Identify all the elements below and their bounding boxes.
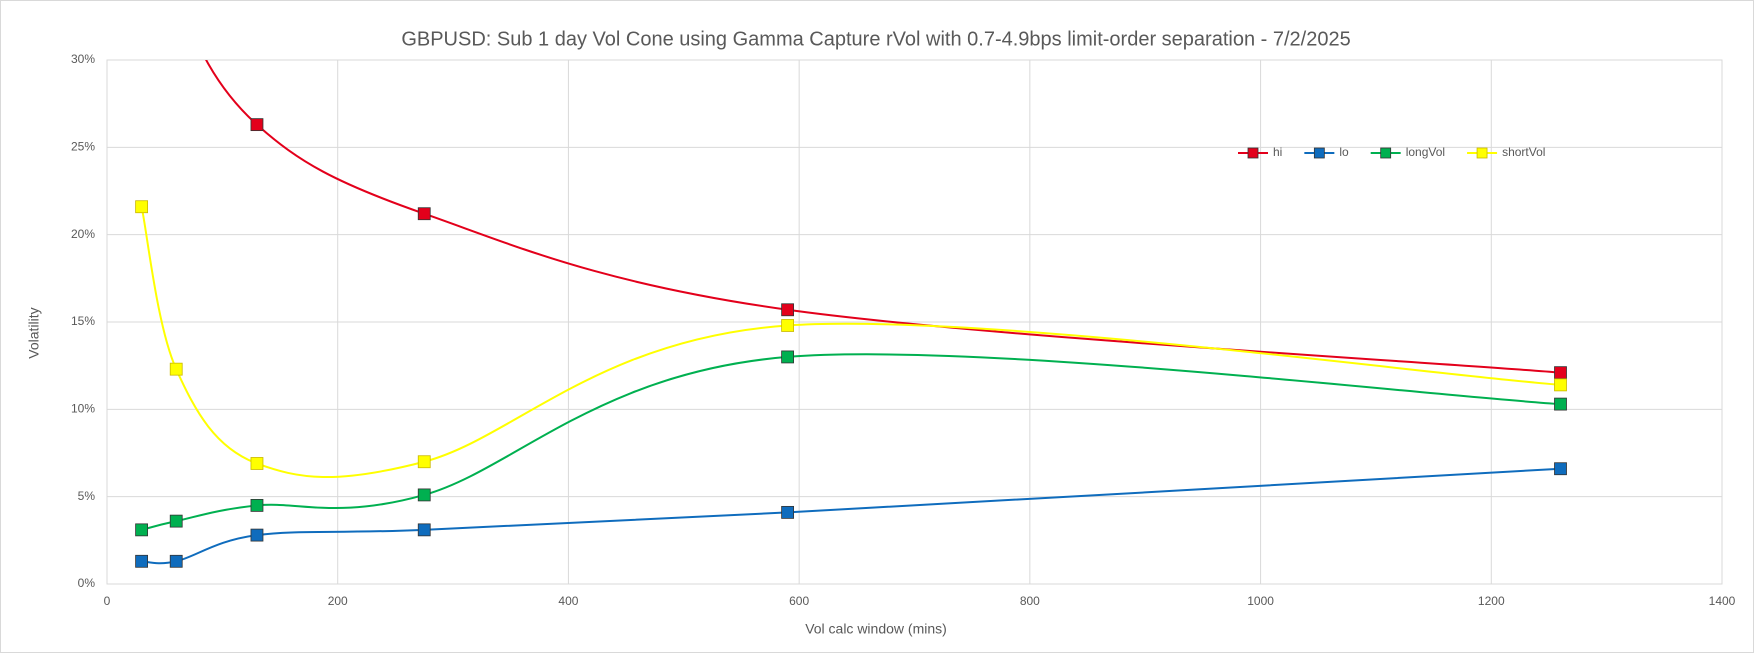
marker xyxy=(417,523,431,537)
y-tick-label: 5% xyxy=(78,489,96,503)
marker xyxy=(1554,378,1567,392)
marker xyxy=(169,362,183,376)
marker xyxy=(135,554,149,568)
y-tick-label: 30% xyxy=(71,52,95,66)
marker xyxy=(250,498,264,512)
x-tick-label: 1000 xyxy=(1247,594,1274,608)
y-tick-label: 10% xyxy=(71,402,95,416)
plot-border xyxy=(106,59,1723,585)
marker xyxy=(135,523,149,537)
marker xyxy=(781,350,795,364)
marker xyxy=(781,303,795,317)
legend-label: shortVol xyxy=(1502,145,1545,159)
marker xyxy=(417,488,431,502)
y-tick-label: 15% xyxy=(71,314,95,328)
legend-label: lo xyxy=(1339,145,1349,159)
legend-label: hi xyxy=(1273,145,1282,159)
legend-marker xyxy=(1476,147,1488,159)
plot-area xyxy=(135,60,1567,568)
legend-marker xyxy=(1247,147,1259,159)
marker xyxy=(250,118,264,132)
x-axis-title: Vol calc window (mins) xyxy=(805,621,947,637)
x-tick-label: 1400 xyxy=(1709,594,1736,608)
marker xyxy=(169,514,183,528)
x-tick-label: 1200 xyxy=(1478,594,1505,608)
marker xyxy=(1554,397,1567,411)
y-tick-label: 20% xyxy=(71,227,95,241)
marker xyxy=(169,554,183,568)
series-line xyxy=(141,467,1561,565)
x-tick-label: 600 xyxy=(789,594,809,608)
x-tick-label: 200 xyxy=(328,594,348,608)
marker xyxy=(781,505,795,519)
legend-marker xyxy=(1380,147,1392,159)
series-line xyxy=(141,353,1561,531)
marker xyxy=(1554,462,1567,476)
marker xyxy=(250,528,264,542)
x-tick-label: 800 xyxy=(1020,594,1040,608)
marker xyxy=(417,455,431,469)
y-tick-label: 0% xyxy=(78,576,96,590)
marker xyxy=(135,200,149,214)
x-tick-label: 400 xyxy=(558,594,578,608)
marker xyxy=(417,207,431,221)
marker xyxy=(250,457,264,470)
series-line xyxy=(205,60,1561,374)
chart-title: GBPUSD: Sub 1 day Vol Cone using Gamma C… xyxy=(401,28,1350,50)
y-axis-title: Volatility xyxy=(26,307,42,358)
marker xyxy=(781,319,795,332)
y-tick-label: 25% xyxy=(71,140,95,154)
marker xyxy=(1554,366,1567,380)
legend-label: longVol xyxy=(1406,145,1445,159)
x-tick-label: 0 xyxy=(104,594,111,608)
legend-marker xyxy=(1313,147,1325,159)
